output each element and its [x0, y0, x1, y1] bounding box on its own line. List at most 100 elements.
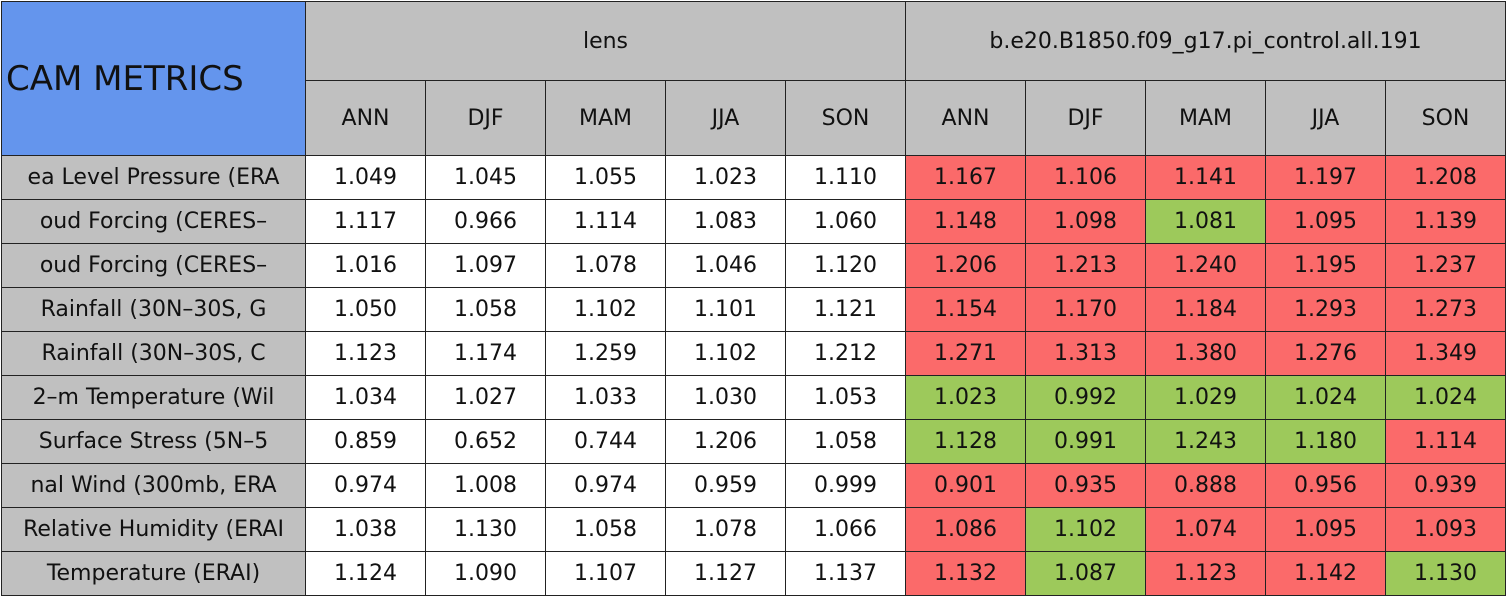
- lens-value: 1.206: [665, 419, 786, 464]
- lens-value: 0.974: [305, 463, 426, 508]
- case-value: 1.086: [905, 507, 1026, 552]
- case-value: 1.141: [1145, 155, 1266, 200]
- lens-value: 1.117: [305, 199, 426, 244]
- case-value: 1.213: [1025, 243, 1146, 288]
- case-value: 1.087: [1025, 551, 1146, 596]
- case-value: 1.206: [905, 243, 1026, 288]
- lens-value: 1.123: [305, 331, 426, 376]
- data-row: Surface Stress (5N–5 0.859 0.652 0.744 1.206…: [1, 419, 1506, 464]
- lens-value: 1.060: [785, 199, 906, 244]
- lens-value: 1.050: [305, 287, 426, 332]
- lens-value: 1.083: [665, 199, 786, 244]
- table-title: CAM METRICS: [1, 1, 306, 156]
- case-value: 1.142: [1265, 551, 1386, 596]
- case-value: 1.024: [1265, 375, 1386, 420]
- lens-value: 1.033: [545, 375, 666, 420]
- case-value: 1.139: [1385, 199, 1506, 244]
- case-value: 1.237: [1385, 243, 1506, 288]
- data-row: oud Forcing (CERES– 1.117 0.966 1.114 1.083 1…: [1, 199, 1506, 244]
- lens-value: 1.066: [785, 507, 906, 552]
- case-value: 1.380: [1145, 331, 1266, 376]
- case-value: 1.130: [1385, 551, 1506, 596]
- case-value: 1.095: [1265, 507, 1386, 552]
- season-header: ANN: [905, 80, 1026, 156]
- season-header: SON: [1385, 80, 1506, 156]
- lens-value: 1.008: [425, 463, 546, 508]
- case-value: 1.184: [1145, 287, 1266, 332]
- lens-value: 1.107: [545, 551, 666, 596]
- lens-value: 0.999: [785, 463, 906, 508]
- lens-value: 1.137: [785, 551, 906, 596]
- metric-name: nal Wind (300mb, ERA: [1, 463, 306, 508]
- season-header: MAM: [545, 80, 666, 156]
- case-value: 1.102: [1025, 507, 1146, 552]
- lens-value: 1.045: [425, 155, 546, 200]
- case-value: 1.208: [1385, 155, 1506, 200]
- data-row: Relative Humidity (ERAI 1.038 1.130 1.058 1.…: [1, 507, 1506, 552]
- season-header: ANN: [305, 80, 426, 156]
- lens-value: 1.078: [545, 243, 666, 288]
- lens-value: 1.058: [425, 287, 546, 332]
- lens-value: 1.055: [545, 155, 666, 200]
- case-value: 1.170: [1025, 287, 1146, 332]
- metric-name: Rainfall (30N–30S, C: [1, 331, 306, 376]
- season-header: DJF: [425, 80, 546, 156]
- case-value: 1.023: [905, 375, 1026, 420]
- case-value: 1.095: [1265, 199, 1386, 244]
- group-header: b.e20.B1850.f09_g17.pi_control.all.191: [905, 1, 1506, 81]
- lens-value: 1.030: [665, 375, 786, 420]
- lens-value: 1.078: [665, 507, 786, 552]
- case-value: 0.992: [1025, 375, 1146, 420]
- case-value: 1.123: [1145, 551, 1266, 596]
- case-value: 0.935: [1025, 463, 1146, 508]
- metric-name: oud Forcing (CERES–: [1, 199, 306, 244]
- lens-value: 1.120: [785, 243, 906, 288]
- season-header: MAM: [1145, 80, 1266, 156]
- lens-value: 1.259: [545, 331, 666, 376]
- lens-value: 1.090: [425, 551, 546, 596]
- data-row: oud Forcing (CERES– 1.016 1.097 1.078 1.046 1…: [1, 243, 1506, 288]
- case-value: 1.240: [1145, 243, 1266, 288]
- data-row: 2–m Temperature (Wil 1.034 1.027 1.033 1.030…: [1, 375, 1506, 420]
- case-value: 1.276: [1265, 331, 1386, 376]
- case-value: 1.154: [905, 287, 1026, 332]
- case-value: 1.349: [1385, 331, 1506, 376]
- data-row: Rainfall (30N–30S, C 1.123 1.174 1.259 1.102…: [1, 331, 1506, 376]
- lens-value: 1.130: [425, 507, 546, 552]
- case-value: 1.167: [905, 155, 1026, 200]
- data-row: ea Level Pressure (ERA 1.049 1.045 1.055 1.0…: [1, 155, 1506, 200]
- case-value: 1.195: [1265, 243, 1386, 288]
- case-value: 1.128: [905, 419, 1026, 464]
- case-value: 1.114: [1385, 419, 1506, 464]
- case-value: 1.093: [1385, 507, 1506, 552]
- case-value: 0.939: [1385, 463, 1506, 508]
- case-value: 0.888: [1145, 463, 1266, 508]
- lens-value: 1.102: [545, 287, 666, 332]
- case-value: 1.197: [1265, 155, 1386, 200]
- lens-value: 1.034: [305, 375, 426, 420]
- data-row: Rainfall (30N–30S, G 1.050 1.058 1.102 1.101…: [1, 287, 1506, 332]
- case-value: 1.293: [1265, 287, 1386, 332]
- header-row: CAM METRICS lens b.e20.B1850.f09_g17.pi_co…: [1, 1, 1506, 156]
- lens-value: 0.652: [425, 419, 546, 464]
- case-value: 1.029: [1145, 375, 1266, 420]
- case-value: 1.024: [1385, 375, 1506, 420]
- lens-value: 1.046: [665, 243, 786, 288]
- case-value: 1.074: [1145, 507, 1266, 552]
- data-row: nal Wind (300mb, ERA 0.974 1.008 0.974 0.959…: [1, 463, 1506, 508]
- lens-value: 1.016: [305, 243, 426, 288]
- lens-value: 0.966: [425, 199, 546, 244]
- season-header: DJF: [1025, 80, 1146, 156]
- lens-value: 1.049: [305, 155, 426, 200]
- case-value: 1.180: [1265, 419, 1386, 464]
- lens-value: 0.859: [305, 419, 426, 464]
- metric-name: ea Level Pressure (ERA: [1, 155, 306, 200]
- lens-value: 1.097: [425, 243, 546, 288]
- case-value: 0.991: [1025, 419, 1146, 464]
- case-value: 1.132: [905, 551, 1026, 596]
- lens-value: 1.038: [305, 507, 426, 552]
- lens-value: 0.959: [665, 463, 786, 508]
- lens-value: 1.058: [785, 419, 906, 464]
- case-value: 1.106: [1025, 155, 1146, 200]
